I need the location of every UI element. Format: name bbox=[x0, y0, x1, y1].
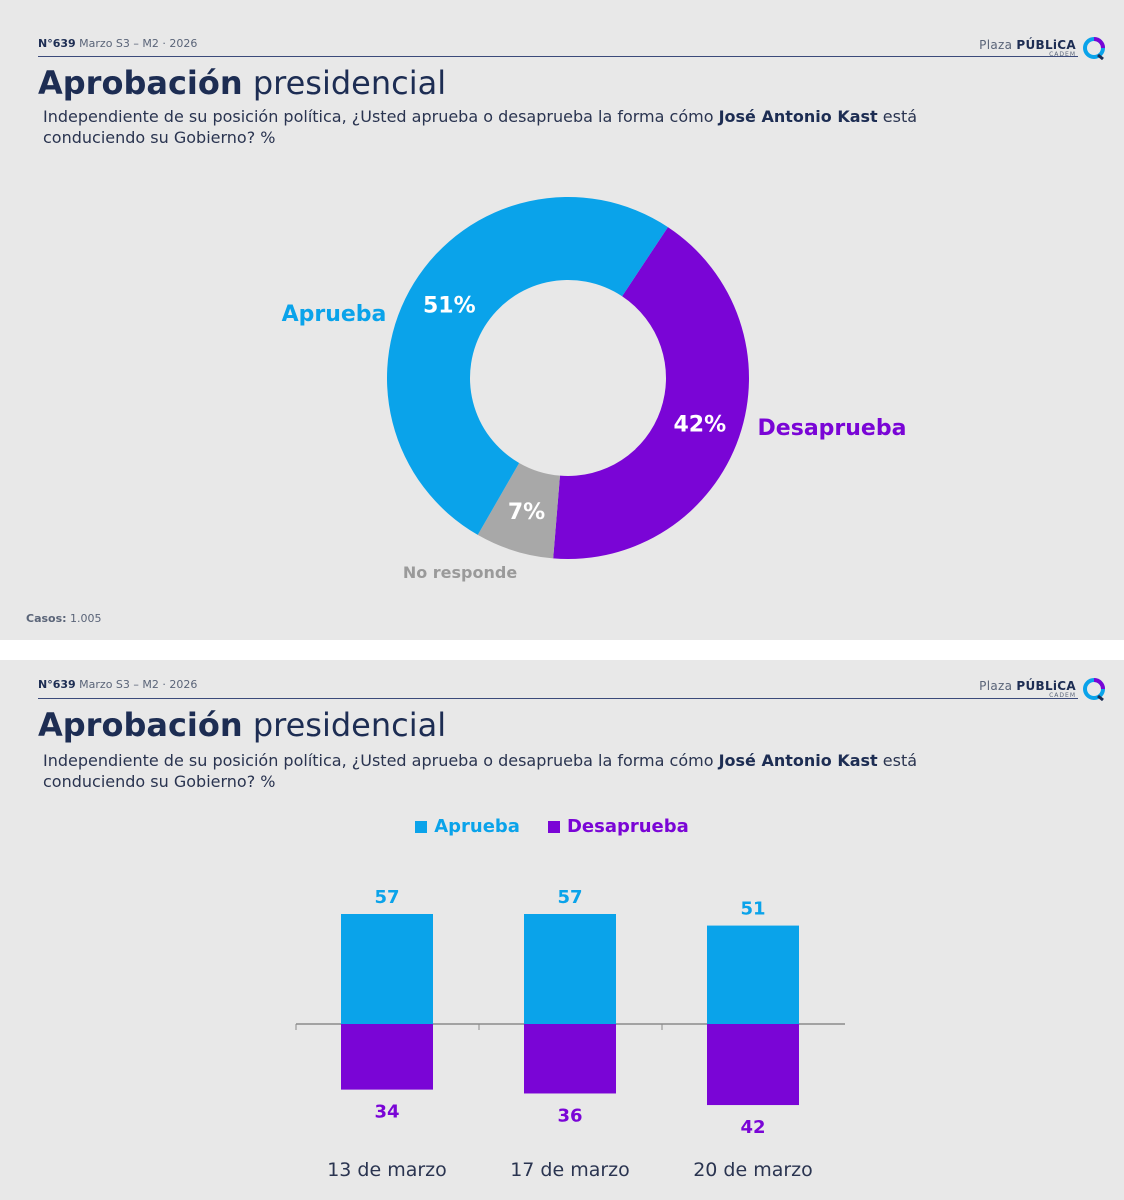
brand-logo: Plaza PÚBLiCA CADEM bbox=[979, 677, 1106, 701]
report-meta: N°639 Marzo S3 – M2 · 2026 bbox=[38, 678, 198, 691]
bar-aprueba bbox=[707, 925, 799, 1024]
data-label-aprueba: 57 bbox=[374, 887, 399, 908]
legend-item-aprueba: Aprueba bbox=[415, 816, 520, 837]
bar-chart: 57 34 13 de marzo 57 36 17 de marzo 51 42 20 de … bbox=[295, 887, 845, 1181]
donut-slice-no-responde bbox=[477, 462, 560, 559]
donut-category-label: Desaprueba bbox=[758, 416, 907, 441]
header-rule bbox=[38, 56, 1078, 57]
data-label-aprueba: 51 bbox=[740, 899, 765, 920]
page-title: Aprobación presidencial bbox=[38, 64, 447, 102]
data-label-desaprueba: 42 bbox=[740, 1117, 765, 1138]
page-title: Aprobación presidencial bbox=[38, 706, 447, 744]
donut-value-label: 51% bbox=[423, 294, 476, 319]
data-label-desaprueba: 36 bbox=[557, 1105, 582, 1126]
bar-desaprueba bbox=[524, 1024, 616, 1094]
legend-swatch-desaprueba bbox=[547, 820, 560, 833]
data-label-aprueba: 57 bbox=[557, 887, 582, 908]
legend-label-desaprueba: Desaprueba bbox=[566, 816, 689, 837]
header-rule bbox=[38, 698, 1078, 699]
legend-swatch-aprueba bbox=[415, 820, 428, 833]
donut-category-label: Aprueba bbox=[282, 302, 387, 327]
slide-donut: N°639 Marzo S3 – M2 · 2026 Plaza PÚBLiCA… bbox=[26, 36, 1106, 625]
donut-slice-desaprueba bbox=[553, 227, 749, 560]
category-label: 13 de marzo bbox=[327, 1159, 447, 1181]
category-label: 17 de marzo bbox=[510, 1159, 630, 1181]
legend-item-desaprueba: Desaprueba bbox=[547, 816, 689, 837]
donut-value-label: 42% bbox=[673, 413, 726, 438]
legend-label-aprueba: Aprueba bbox=[434, 816, 520, 837]
donut-chart: 42% 7% 51% Aprueba Desaprueba No responde bbox=[282, 197, 907, 582]
brand-mark-icon bbox=[1083, 37, 1105, 60]
brand-mark-icon bbox=[1083, 678, 1105, 701]
slide-divider bbox=[0, 640, 1124, 660]
chart-legend: Aprueba Desaprueba bbox=[0, 816, 1124, 837]
category-label: 20 de marzo bbox=[693, 1159, 813, 1181]
question-text: Independiente de su posición política, ¿… bbox=[43, 107, 918, 147]
bar-aprueba bbox=[341, 914, 433, 1024]
brand-logo: Plaza PÚBLiCA CADEM bbox=[979, 36, 1106, 60]
donut-value-label: 7% bbox=[508, 500, 545, 525]
donut-category-label: No responde bbox=[403, 563, 518, 582]
data-label-desaprueba: 34 bbox=[374, 1102, 399, 1123]
sample-size: Casos: 1.005 bbox=[26, 612, 102, 625]
question-text: Independiente de su posición política, ¿… bbox=[43, 751, 918, 791]
bar-desaprueba bbox=[707, 1024, 799, 1106]
report-meta: N°639 Marzo S3 – M2 · 2026 bbox=[38, 37, 198, 50]
bar-aprueba bbox=[524, 914, 616, 1024]
donut-slice-aprueba bbox=[387, 197, 668, 535]
bar-desaprueba bbox=[341, 1024, 433, 1090]
slide-bars: N°639 Marzo S3 – M2 · 2026 Plaza PÚBLiCA… bbox=[0, 660, 1124, 1200]
